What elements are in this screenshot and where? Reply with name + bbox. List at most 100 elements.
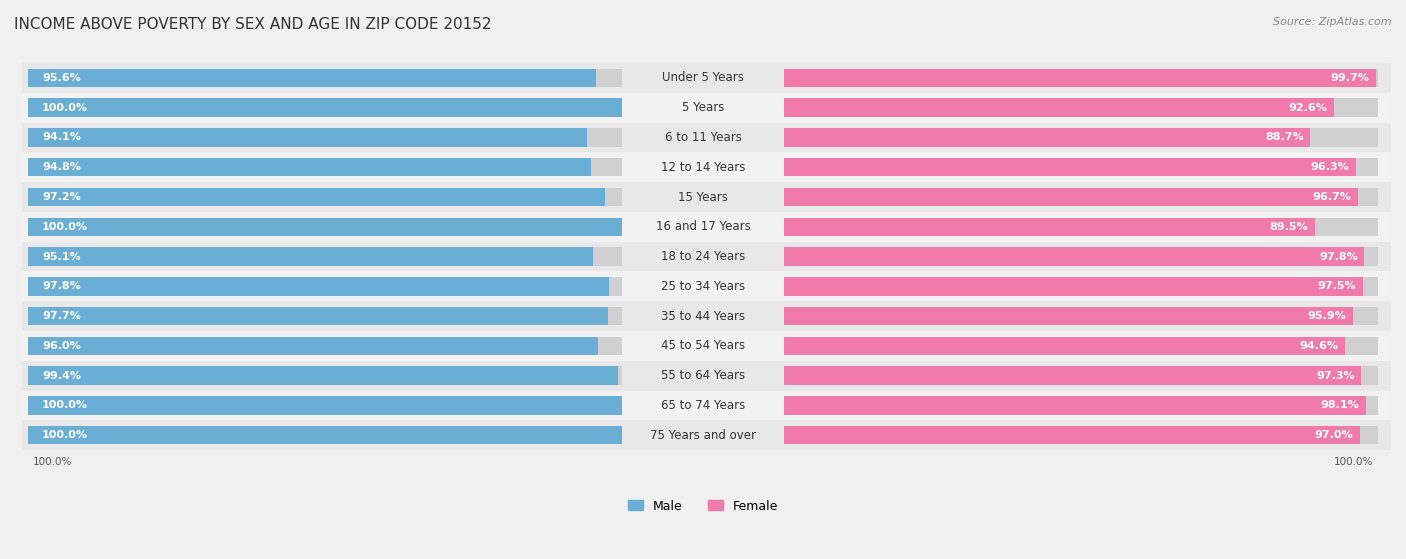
Bar [28,128,621,146]
Bar [28,69,621,87]
Bar [785,277,1362,296]
Text: 88.7%: 88.7% [1265,132,1303,143]
Bar [28,158,621,177]
Bar [28,307,609,325]
Text: 97.8%: 97.8% [42,281,80,291]
Bar [28,396,621,415]
Bar [785,247,1378,266]
FancyBboxPatch shape [21,272,1398,301]
FancyBboxPatch shape [21,420,1398,450]
Bar [28,337,621,355]
Text: 15 Years: 15 Years [678,191,728,203]
Text: 99.4%: 99.4% [42,371,82,381]
FancyBboxPatch shape [21,241,1398,272]
Bar [28,277,621,296]
Text: 25 to 34 Years: 25 to 34 Years [661,280,745,293]
Bar [28,217,621,236]
Bar [785,337,1378,355]
FancyBboxPatch shape [21,361,1398,391]
Text: 95.9%: 95.9% [1308,311,1347,321]
Bar [785,128,1378,146]
Text: 35 to 44 Years: 35 to 44 Years [661,310,745,323]
Text: 100.0%: 100.0% [1334,457,1374,467]
Bar [28,69,596,87]
Bar [785,98,1333,117]
Bar [785,158,1355,177]
Bar [28,217,621,236]
Bar [785,367,1378,385]
Text: 100.0%: 100.0% [42,430,89,440]
Text: 97.2%: 97.2% [42,192,80,202]
Bar [785,188,1358,206]
Bar [28,426,621,444]
FancyBboxPatch shape [21,391,1398,420]
Bar [785,98,1378,117]
Text: 100.0%: 100.0% [42,103,89,113]
Text: 94.1%: 94.1% [42,132,82,143]
FancyBboxPatch shape [21,331,1398,361]
Bar [785,396,1367,415]
FancyBboxPatch shape [21,63,1398,93]
Text: 100.0%: 100.0% [42,222,89,232]
Text: 100.0%: 100.0% [32,457,72,467]
Bar [785,217,1378,236]
Text: 75 Years and over: 75 Years and over [650,429,756,442]
Bar [785,158,1378,177]
Text: 65 to 74 Years: 65 to 74 Years [661,399,745,412]
Bar [785,307,1353,325]
Bar [28,367,621,385]
Text: 97.0%: 97.0% [1315,430,1353,440]
Text: 45 to 54 Years: 45 to 54 Years [661,339,745,352]
Bar [28,188,621,206]
Bar [28,426,621,444]
Text: 6 to 11 Years: 6 to 11 Years [665,131,741,144]
Bar [785,367,1361,385]
Text: 94.6%: 94.6% [1299,341,1339,351]
Bar [28,247,621,266]
Bar [28,98,621,117]
Bar [28,188,606,206]
Text: INCOME ABOVE POVERTY BY SEX AND AGE IN ZIP CODE 20152: INCOME ABOVE POVERTY BY SEX AND AGE IN Z… [14,17,492,32]
Text: 96.0%: 96.0% [42,341,80,351]
Text: 55 to 64 Years: 55 to 64 Years [661,369,745,382]
Bar [785,217,1315,236]
Text: 16 and 17 Years: 16 and 17 Years [655,220,751,233]
Text: 100.0%: 100.0% [42,400,89,410]
Bar [785,247,1364,266]
Text: 95.6%: 95.6% [42,73,80,83]
Text: 98.1%: 98.1% [1320,400,1360,410]
Bar [28,98,621,117]
Text: 97.5%: 97.5% [1317,281,1355,291]
Bar [785,426,1378,444]
Bar [785,337,1346,355]
Text: 12 to 14 Years: 12 to 14 Years [661,161,745,174]
Bar [785,277,1378,296]
Bar [785,307,1378,325]
Text: 89.5%: 89.5% [1270,222,1309,232]
Text: 96.3%: 96.3% [1310,162,1348,172]
Bar [28,367,619,385]
FancyBboxPatch shape [21,93,1398,122]
FancyBboxPatch shape [21,153,1398,182]
Text: 97.7%: 97.7% [42,311,80,321]
Text: 95.1%: 95.1% [42,252,80,262]
Legend: Male, Female: Male, Female [623,495,783,518]
Text: 97.8%: 97.8% [1319,252,1358,262]
Bar [785,426,1360,444]
Bar [28,396,621,415]
Text: 97.3%: 97.3% [1316,371,1355,381]
Bar [785,128,1310,146]
Text: 18 to 24 Years: 18 to 24 Years [661,250,745,263]
Text: Under 5 Years: Under 5 Years [662,72,744,84]
FancyBboxPatch shape [21,301,1398,331]
Bar [28,158,591,177]
Text: 92.6%: 92.6% [1288,103,1327,113]
FancyBboxPatch shape [21,122,1398,153]
Bar [28,307,621,325]
Bar [785,396,1378,415]
Bar [28,247,593,266]
FancyBboxPatch shape [21,212,1398,241]
Bar [785,69,1375,87]
Bar [28,337,599,355]
Text: 94.8%: 94.8% [42,162,82,172]
